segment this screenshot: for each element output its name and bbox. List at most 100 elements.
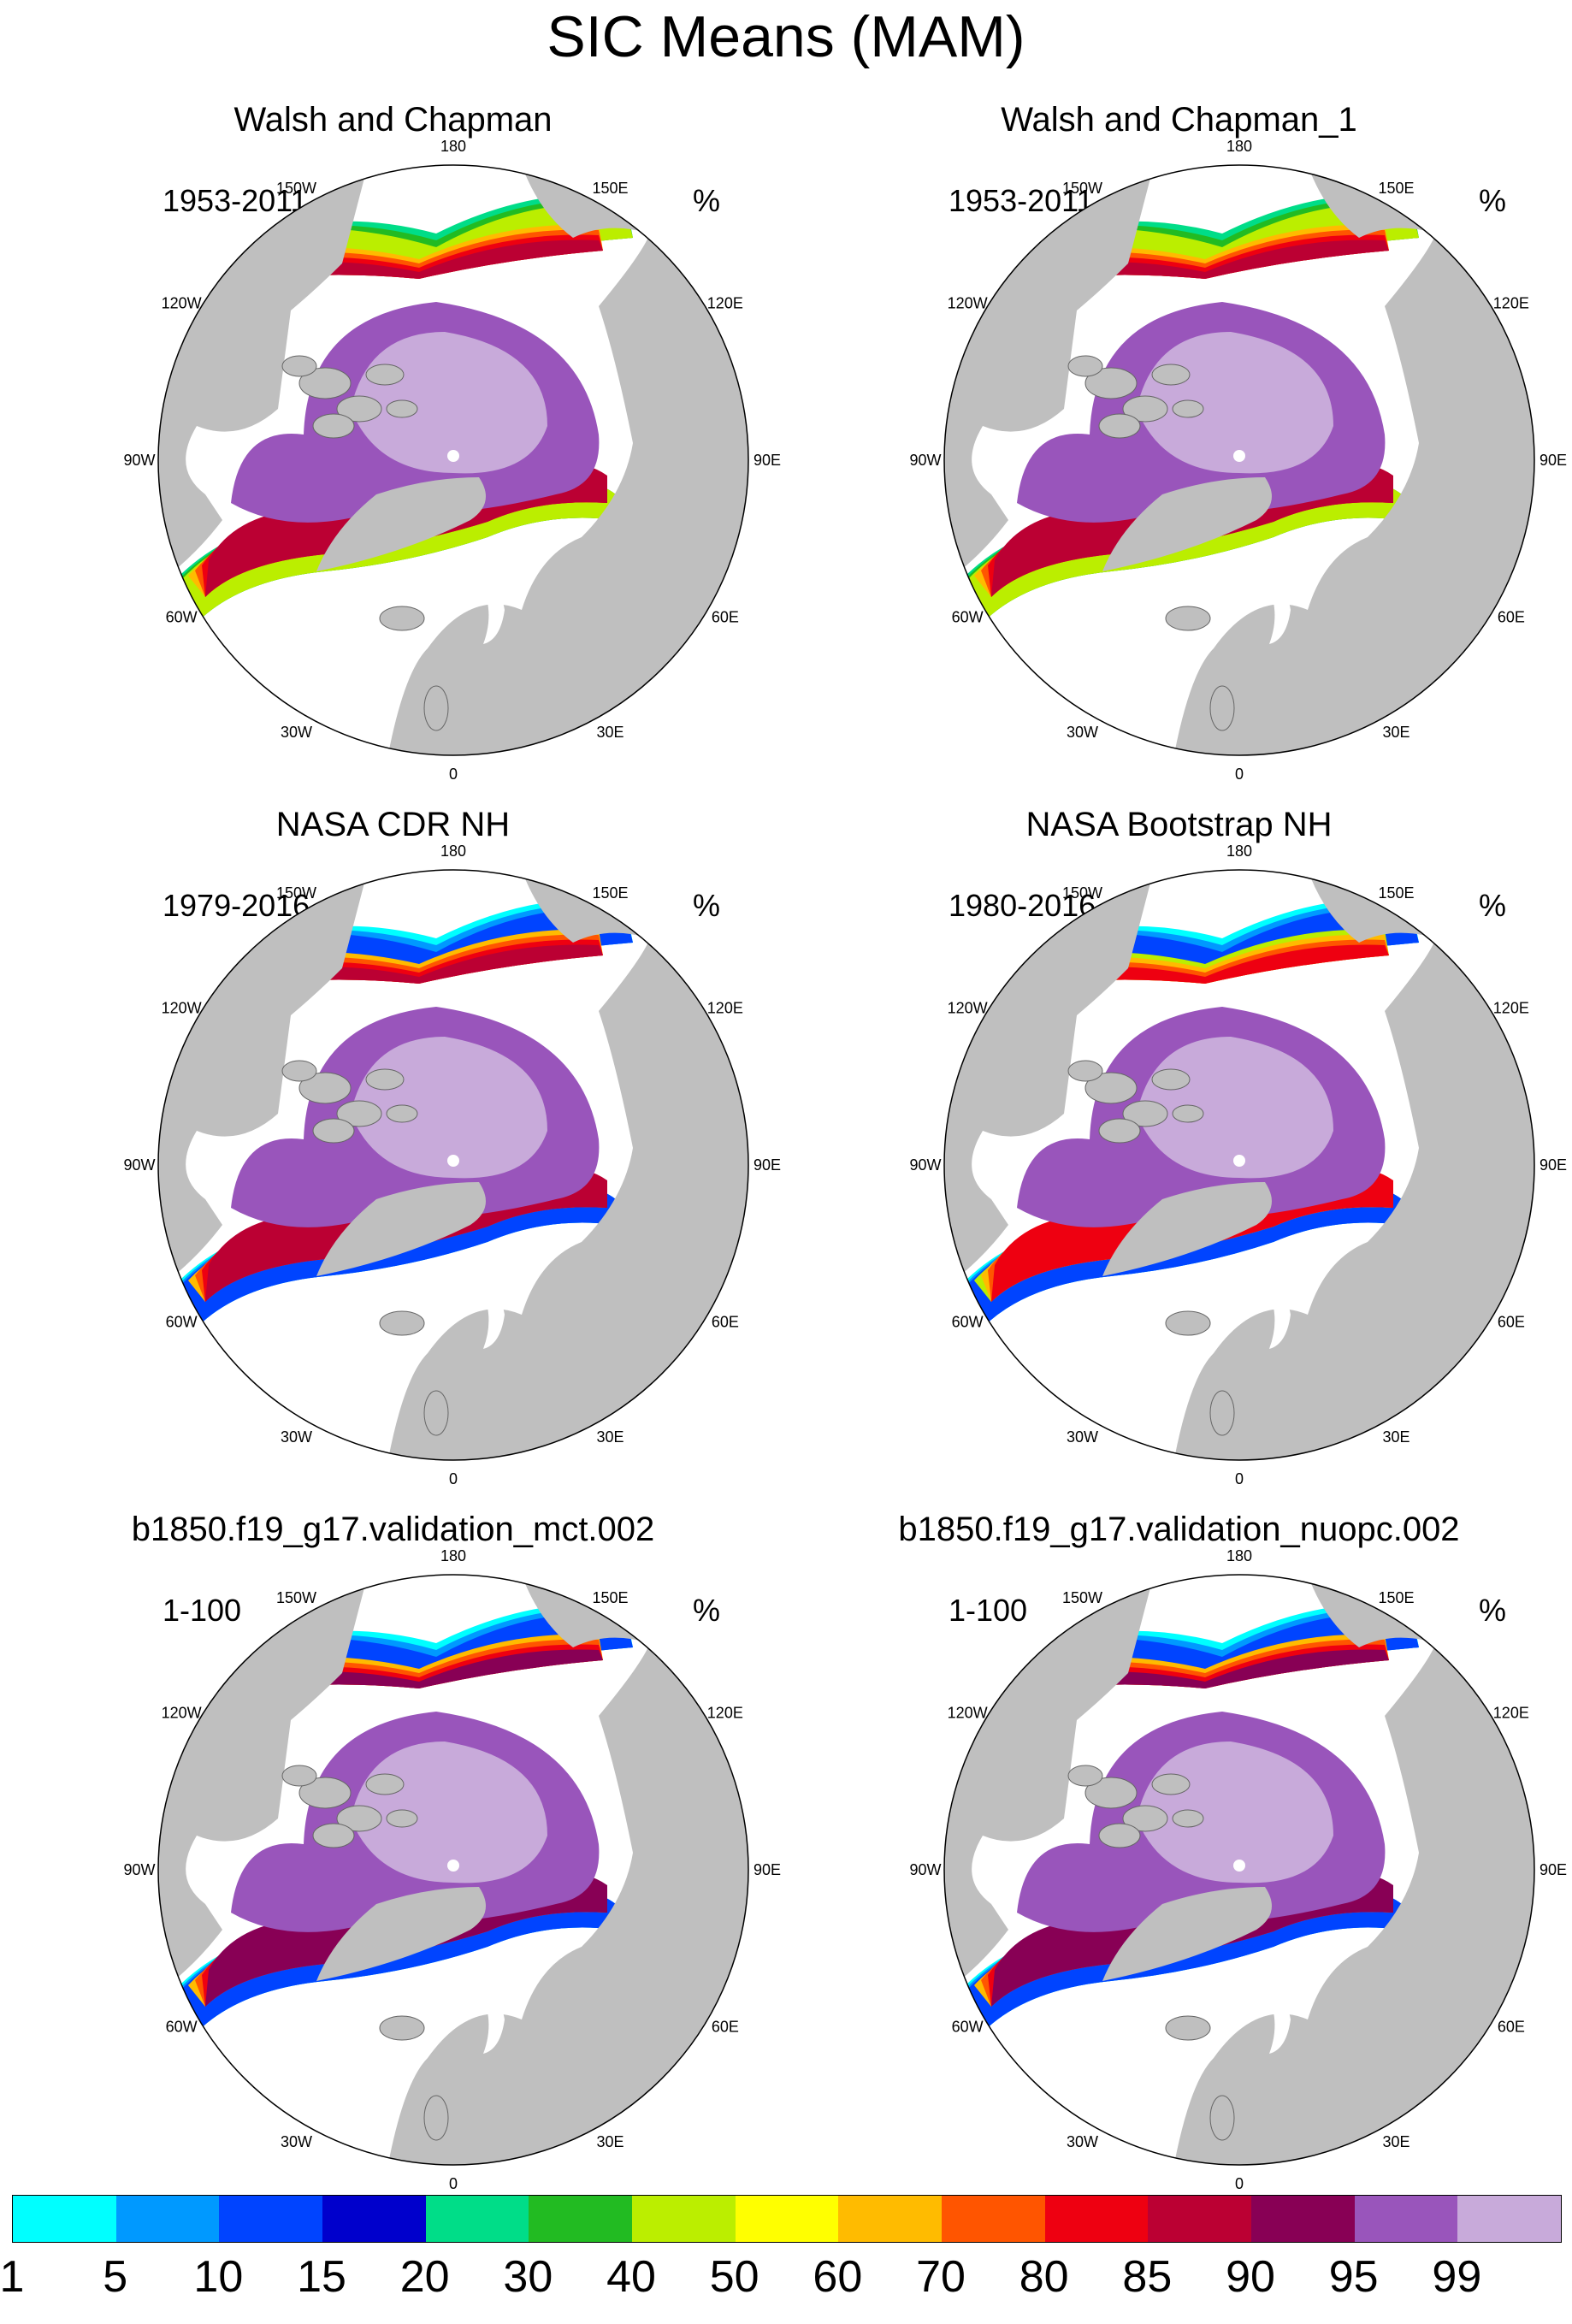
baltic-sea <box>479 1990 505 2054</box>
land-island <box>1084 1072 1138 1104</box>
land-uk <box>1209 685 1235 731</box>
longitude-label: 180 <box>440 843 466 860</box>
longitude-label: 90E <box>753 452 781 469</box>
longitude-label: 150W <box>276 884 316 902</box>
longitude-label: 120E <box>1493 1000 1529 1017</box>
longitude-label: 180 <box>440 1547 466 1564</box>
colorbar-swatch <box>632 2196 736 2242</box>
colorbar-label: 1 <box>0 2252 25 2302</box>
panel-5: b1850.f19_g17.validation_mct.002 1-100 %… <box>0 1511 786 2217</box>
colorbar-label: 15 <box>297 2252 346 2302</box>
ice-core <box>351 332 547 474</box>
ice-band <box>1043 1649 1389 1690</box>
pole-hole <box>447 450 459 462</box>
colorbar-label: 30 <box>503 2252 553 2302</box>
colorbar-label: 95 <box>1328 2252 1379 2302</box>
panel-2: Walsh and Chapman_1 1953-2011 % 180 150E 1… <box>786 101 1572 807</box>
colorbar-label: 99 <box>1432 2252 1482 2302</box>
land-island <box>1067 1060 1103 1082</box>
land-iceland <box>379 1310 425 1336</box>
pole-hole <box>447 1860 459 1872</box>
land-eurasia <box>385 870 748 1460</box>
longitude-label: 120E <box>707 1705 743 1722</box>
period-label: 1953-2011 <box>163 183 308 218</box>
land-eurasia <box>1171 870 1534 1460</box>
land-greenland <box>1102 1182 1272 1276</box>
longitude-label: 30W <box>281 724 312 741</box>
longitude-label: 150E <box>592 884 628 902</box>
land-island <box>1151 1773 1191 1795</box>
period-label: 1-100 <box>163 1593 242 1628</box>
land-island <box>336 1805 382 1832</box>
colorbar-label: 60 <box>813 2252 863 2302</box>
land-iceland <box>1165 2015 1211 2041</box>
longitude-label: 180 <box>1226 138 1252 155</box>
longitude-label: 60W <box>952 609 984 626</box>
land-iceland <box>379 2015 425 2041</box>
longitude-label: 30W <box>281 2133 312 2150</box>
longitude-label: 30E <box>1382 1428 1409 1446</box>
longitude-label: 150E <box>1378 180 1414 197</box>
land-island <box>1084 367 1138 399</box>
panel-title: Walsh and Chapman_1 <box>1001 101 1357 139</box>
longitude-label: 120W <box>948 1000 988 1017</box>
ice-band <box>1043 239 1389 281</box>
longitude-label: 180 <box>1226 843 1252 860</box>
map-border <box>157 869 749 1461</box>
ice-core <box>351 1742 547 1883</box>
longitude-label: 90E <box>1539 1156 1567 1174</box>
longitude-label: 0 <box>449 1470 458 1487</box>
land-island <box>365 1068 405 1091</box>
longitude-label: 60E <box>712 609 739 626</box>
unit-label: % <box>693 1593 721 1628</box>
longitude-label: 120W <box>948 1705 988 1722</box>
longitude-label: 90W <box>123 452 155 469</box>
panel-3: NASA CDR NH 1979-2016 % 180 150E 120E 90E 60… <box>0 806 786 1512</box>
polar-map: 180 150E 120E 90E 60E 30E 0 30W 60W 90W 120W 150W <box>909 138 1567 783</box>
land-eurasia <box>1171 1575 1534 2165</box>
colorbar-swatch <box>322 2196 426 2242</box>
longitude-label: 0 <box>1235 2175 1244 2192</box>
baltic-sea <box>1265 580 1291 644</box>
longitude-label: 90E <box>753 1156 781 1174</box>
longitude-label: 120W <box>162 1000 202 1017</box>
colorbar-label: 40 <box>606 2252 656 2302</box>
panel-title: b1850.f19_g17.validation_mct.002 <box>131 1511 655 1548</box>
land-greenland <box>316 1182 486 1276</box>
land-island <box>336 395 382 423</box>
colorbar-label: 5 <box>103 2252 128 2302</box>
longitude-label: 180 <box>440 138 466 155</box>
baltic-sea <box>1265 1285 1291 1349</box>
longitude-label: 30E <box>1382 2133 1409 2150</box>
longitude-label: 60W <box>166 609 198 626</box>
baltic-sea <box>479 580 505 644</box>
longitude-label: 30E <box>596 724 623 741</box>
land-island <box>336 1100 382 1127</box>
land-iceland <box>379 606 425 631</box>
longitude-label: 150E <box>1378 884 1414 902</box>
longitude-label: 150W <box>1062 884 1102 902</box>
longitude-label: 0 <box>449 766 458 783</box>
ice-core <box>1137 1037 1333 1179</box>
map-content <box>944 165 1534 755</box>
period-label: 1979-2016 <box>163 888 310 923</box>
land-island <box>281 355 317 377</box>
longitude-label: 150E <box>592 180 628 197</box>
land-island <box>281 1765 317 1787</box>
land-island <box>281 1060 317 1082</box>
longitude-label: 90W <box>909 1156 941 1174</box>
longitude-label: 0 <box>449 2175 458 2192</box>
land-eurasia <box>1171 165 1534 755</box>
land-iceland <box>1165 606 1211 631</box>
land-greenland <box>316 477 486 571</box>
ice-band <box>257 944 603 985</box>
polar-map: 180 150E 120E 90E 60E 30E 0 30W 60W 90W 120W 150W <box>123 138 781 783</box>
land-island <box>1172 1809 1204 1828</box>
land-island <box>298 367 352 399</box>
panel-4: NASA Bootstrap NH 1980-2016 % 180 150E 120… <box>786 806 1572 1512</box>
longitude-label: 0 <box>1235 1470 1244 1487</box>
ice-band <box>1043 944 1389 985</box>
longitude-label: 120E <box>1493 295 1529 312</box>
land-island <box>386 1104 418 1123</box>
longitude-label: 60W <box>166 1314 198 1331</box>
